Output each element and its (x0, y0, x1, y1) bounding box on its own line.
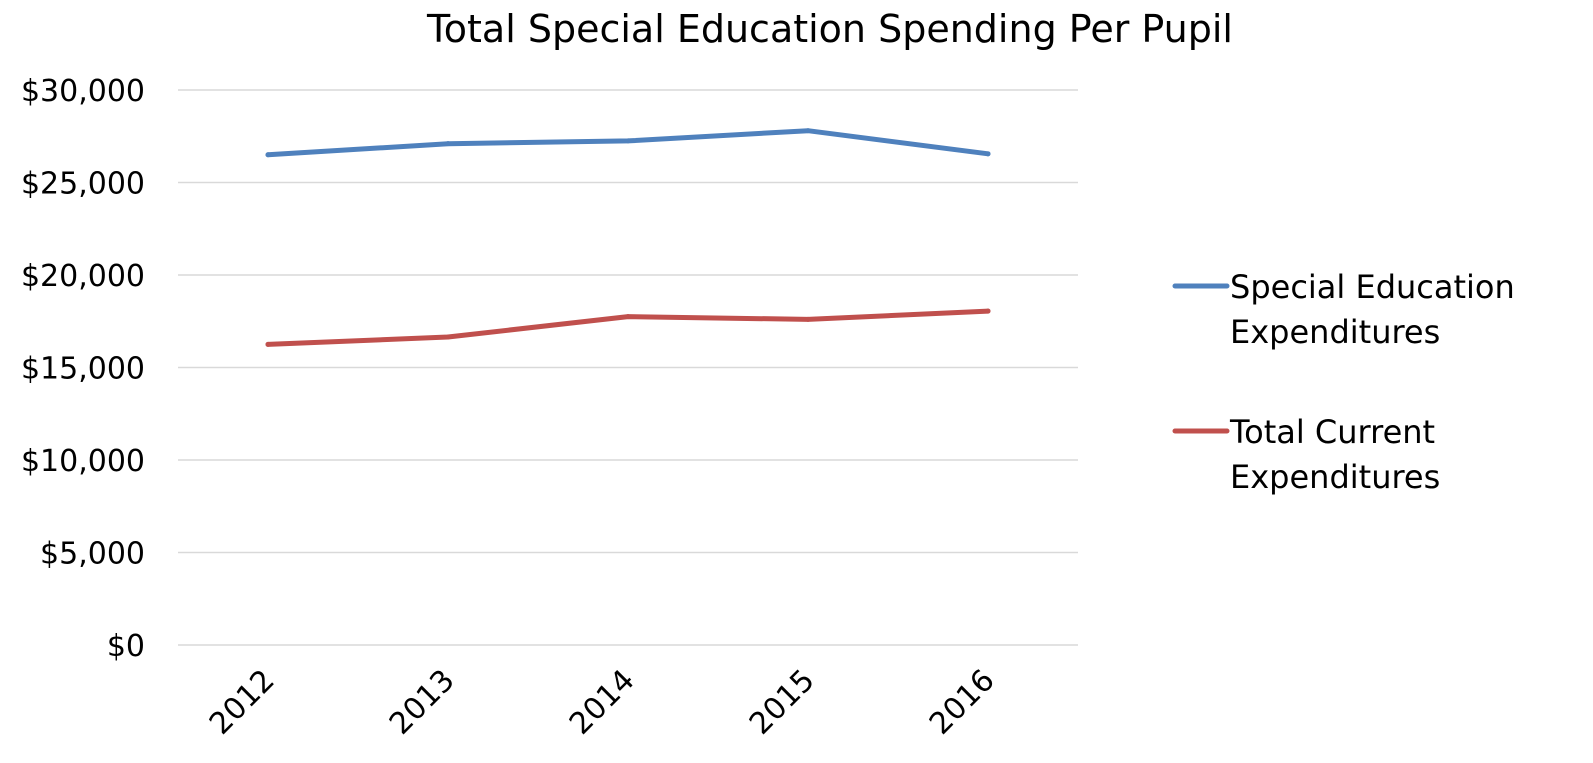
y-tick-label: $20,000 (21, 259, 145, 294)
y-tick-label: $5,000 (40, 537, 145, 572)
chart-title: Total Special Education Spending Per Pup… (426, 7, 1233, 51)
gridlines (178, 89, 1078, 646)
y-tick-label: $30,000 (21, 74, 145, 109)
legend: Special Education Expenditures Total Curre… (1172, 268, 1515, 496)
data-point (805, 316, 811, 322)
y-tick-label: $15,000 (21, 352, 145, 387)
y-tick-label: $0 (107, 629, 145, 664)
x-tick-label: 2014 (563, 663, 642, 742)
data-point (625, 138, 631, 144)
data-point (445, 334, 451, 340)
data-series (265, 128, 991, 347)
data-point (985, 151, 991, 157)
x-tick-label: 2015 (743, 663, 822, 742)
data-point (805, 128, 811, 134)
data-point (625, 314, 631, 320)
legend-label: Expenditures (1230, 313, 1440, 351)
x-axis-tick-labels: 2012 2013 2014 2015 2016 (203, 663, 1002, 742)
y-tick-label: $25,000 (21, 167, 145, 202)
data-point (985, 308, 991, 314)
y-axis-tick-labels: $0 $5,000 $10,000 $15,000 $20,000 $25,000 $30,… (21, 74, 145, 664)
legend-label: Expenditures (1230, 458, 1440, 496)
data-point (265, 341, 271, 347)
y-tick-label: $10,000 (21, 444, 145, 479)
legend-label: Total Current (1229, 413, 1435, 451)
data-point (445, 141, 451, 147)
data-point (265, 152, 271, 158)
legend-label: Special Education (1230, 268, 1515, 306)
x-tick-label: 2013 (383, 663, 462, 742)
x-tick-label: 2012 (203, 663, 282, 742)
x-tick-label: 2016 (923, 663, 1002, 742)
